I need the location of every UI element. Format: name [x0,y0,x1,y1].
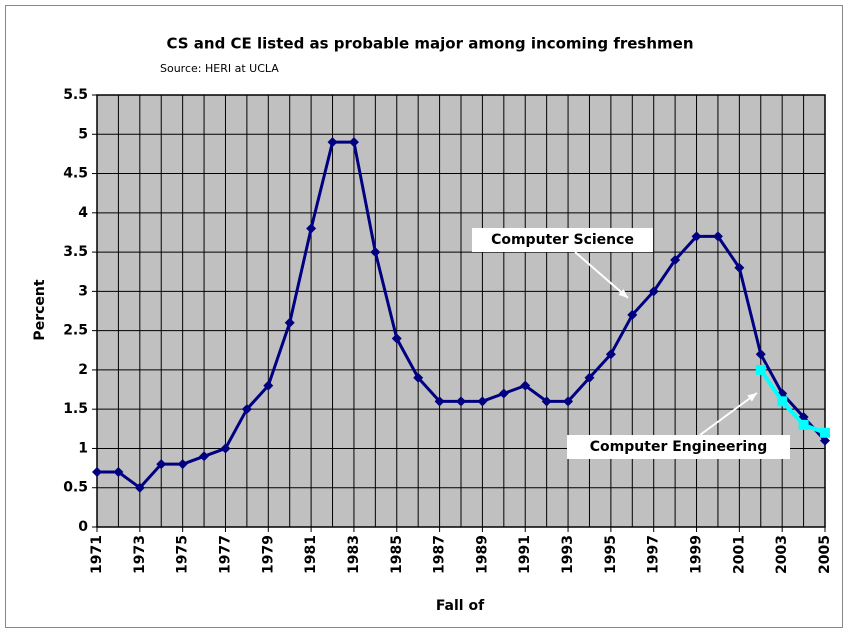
marker [755,349,766,360]
marker [391,333,402,344]
y-tick-label: 2.5 [63,323,88,339]
marker [712,231,723,242]
marker [220,443,231,454]
x-tick-label: 1993 [560,535,576,574]
marker [434,396,445,407]
x-tick-label: 1973 [132,535,148,574]
x-tick-label: 2005 [817,535,833,574]
marker [241,404,252,415]
x-axis-label: Fall of [436,598,485,614]
x-tick-label: 2001 [731,535,747,574]
y-tick-label: 4.5 [63,166,88,182]
marker [670,254,681,265]
marker [820,435,830,446]
y-tick-label: 5 [78,126,88,142]
annotation: Computer Engineering [590,439,767,455]
x-tick-label: 1985 [389,535,405,574]
marker [370,247,381,258]
x-tick-label: 1995 [603,535,619,574]
marker [563,396,574,407]
marker [541,396,552,407]
x-tick-label: 1971 [89,535,105,574]
marker [327,137,338,148]
marker [498,388,509,399]
y-tick-label: 1.5 [63,401,88,417]
marker [520,380,531,391]
y-tick-label: 0.5 [63,480,88,496]
annotation-arrowhead [747,393,757,402]
x-tick-label: 1981 [303,535,319,574]
marker [755,364,766,375]
plot-border [96,94,826,528]
marker [306,223,317,234]
marker [584,372,595,383]
chart-subtitle: Source: HERI at UCLA [160,62,279,75]
x-tick-label: 1983 [346,535,362,574]
annotation-box [567,435,790,459]
marker [263,380,274,391]
y-tick-label: 2 [78,362,88,378]
marker [113,467,124,478]
x-tick-label: 1979 [260,535,276,574]
x-tick-label: 1999 [689,535,705,574]
series-line [759,368,826,435]
marker [627,309,638,320]
marker [348,137,359,148]
marker [177,459,188,470]
x-tick-label: 2003 [774,535,790,574]
y-tick-label: 4 [78,205,88,221]
y-axis-label: Percent [32,279,48,340]
marker [413,372,424,383]
marker [134,482,145,493]
marker [798,419,809,430]
marker [691,231,702,242]
y-tick-label: 5.5 [63,87,88,103]
marker [734,262,745,273]
marker [777,396,788,407]
y-tick-label: 3.5 [63,244,88,260]
annotation-box [472,228,653,252]
marker [456,396,466,407]
annotation-arrow [699,392,758,436]
x-tick-label: 1989 [474,535,490,574]
x-tick-label: 1997 [646,535,662,574]
y-tick-label: 0 [78,519,88,535]
y-tick-label: 1 [78,440,88,456]
annotation-arrowhead [618,289,628,298]
marker [199,451,210,462]
marker [156,459,167,470]
annotation-arrow [574,251,629,299]
marker [284,317,295,328]
marker [820,427,830,438]
marker [477,396,488,407]
chart-title: CS and CE listed as probable major among… [166,35,693,53]
marker [648,286,659,297]
y-tick-label: 3 [78,283,88,299]
annotation: Computer Science [491,232,634,248]
marker [605,349,616,360]
x-tick-label: 1977 [217,535,233,574]
x-tick-label: 1987 [432,535,448,574]
marker [92,467,102,478]
x-tick-label: 1991 [517,535,533,574]
x-tick-label: 1975 [175,535,191,574]
